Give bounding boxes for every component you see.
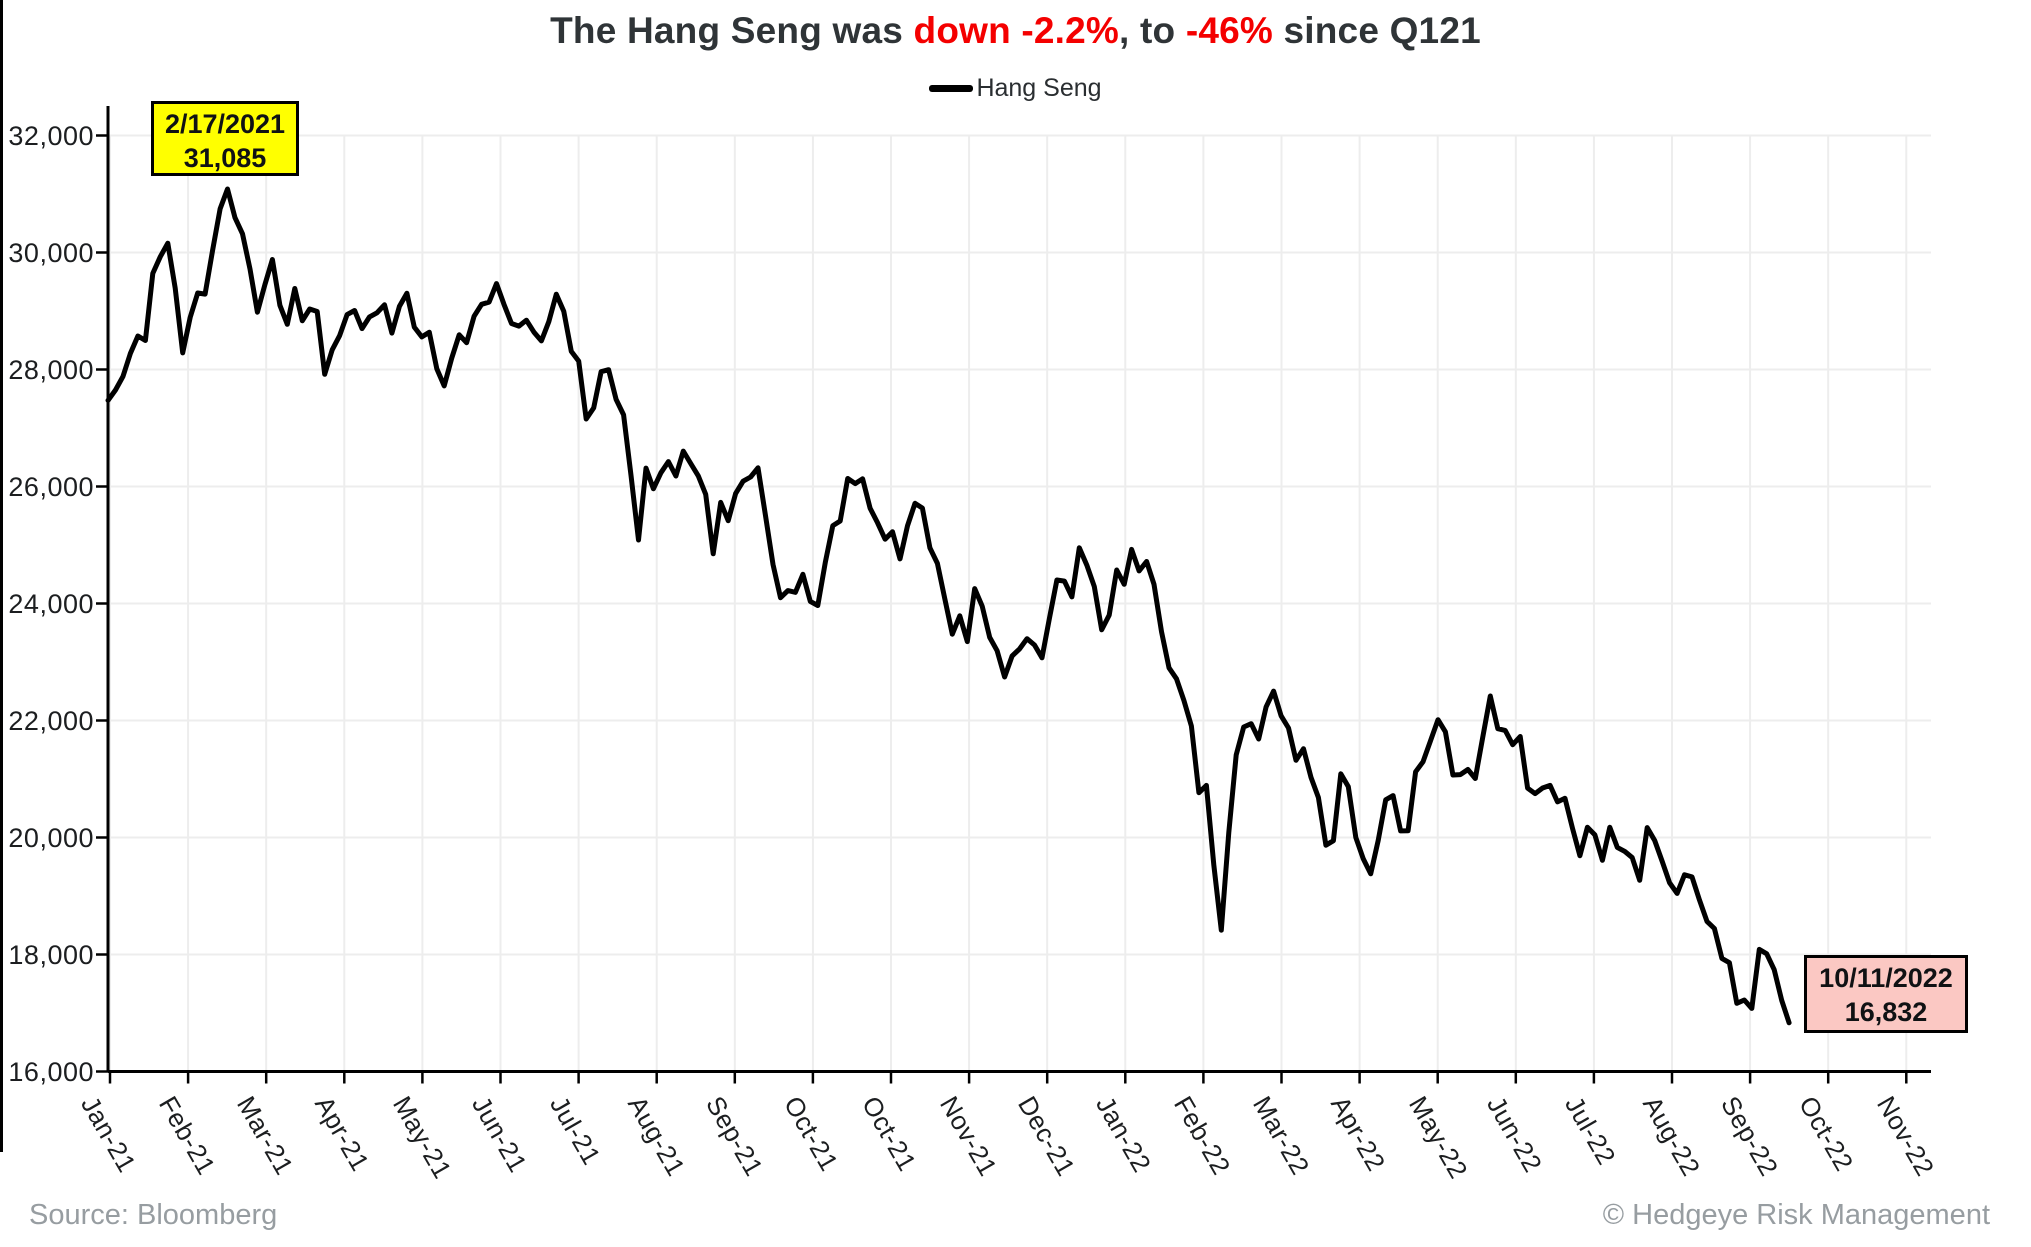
chart-title: The Hang Seng was down -2.2%, to -46% si… [0,10,2031,52]
peak-annotation: 2/17/2021 31,085 [151,101,299,176]
peak-annotation-value: 31,085 [183,143,267,173]
y-axis-label: 28,000 [8,354,94,385]
y-axis-label: 30,000 [8,237,94,268]
y-axis-label: 22,000 [8,705,94,736]
y-axis-label: 20,000 [8,822,94,853]
left-border-line [0,0,3,1152]
legend-line-swatch [929,85,974,92]
trough-annotation-value: 16,832 [1844,997,1928,1027]
legend: Hang Seng [0,74,2031,103]
title-text-2: , to [1119,10,1186,51]
title-text-1: The Hang Seng was [550,10,914,51]
y-axis-label: 24,000 [8,588,94,619]
hang-seng-line [105,186,1792,1026]
title-total-pct: -46% [1185,10,1273,51]
trough-annotation-date: 10/11/2022 [1819,963,1953,993]
y-axis-label: 26,000 [8,471,94,502]
y-axis-label: 16,000 [8,1056,94,1087]
legend-label: Hang Seng [976,74,1102,102]
title-text-3: since Q121 [1273,10,1481,51]
y-axis-label: 32,000 [8,120,94,151]
source-note: Source: Bloomberg [29,1199,278,1231]
copyright-note: © Hedgeye Risk Management [1602,1199,1990,1231]
trough-annotation: 10/11/2022 16,832 [1804,955,1968,1033]
y-axis-label: 18,000 [8,939,94,970]
peak-annotation-date: 2/17/2021 [164,109,286,139]
title-change-pct: down -2.2% [913,10,1120,51]
